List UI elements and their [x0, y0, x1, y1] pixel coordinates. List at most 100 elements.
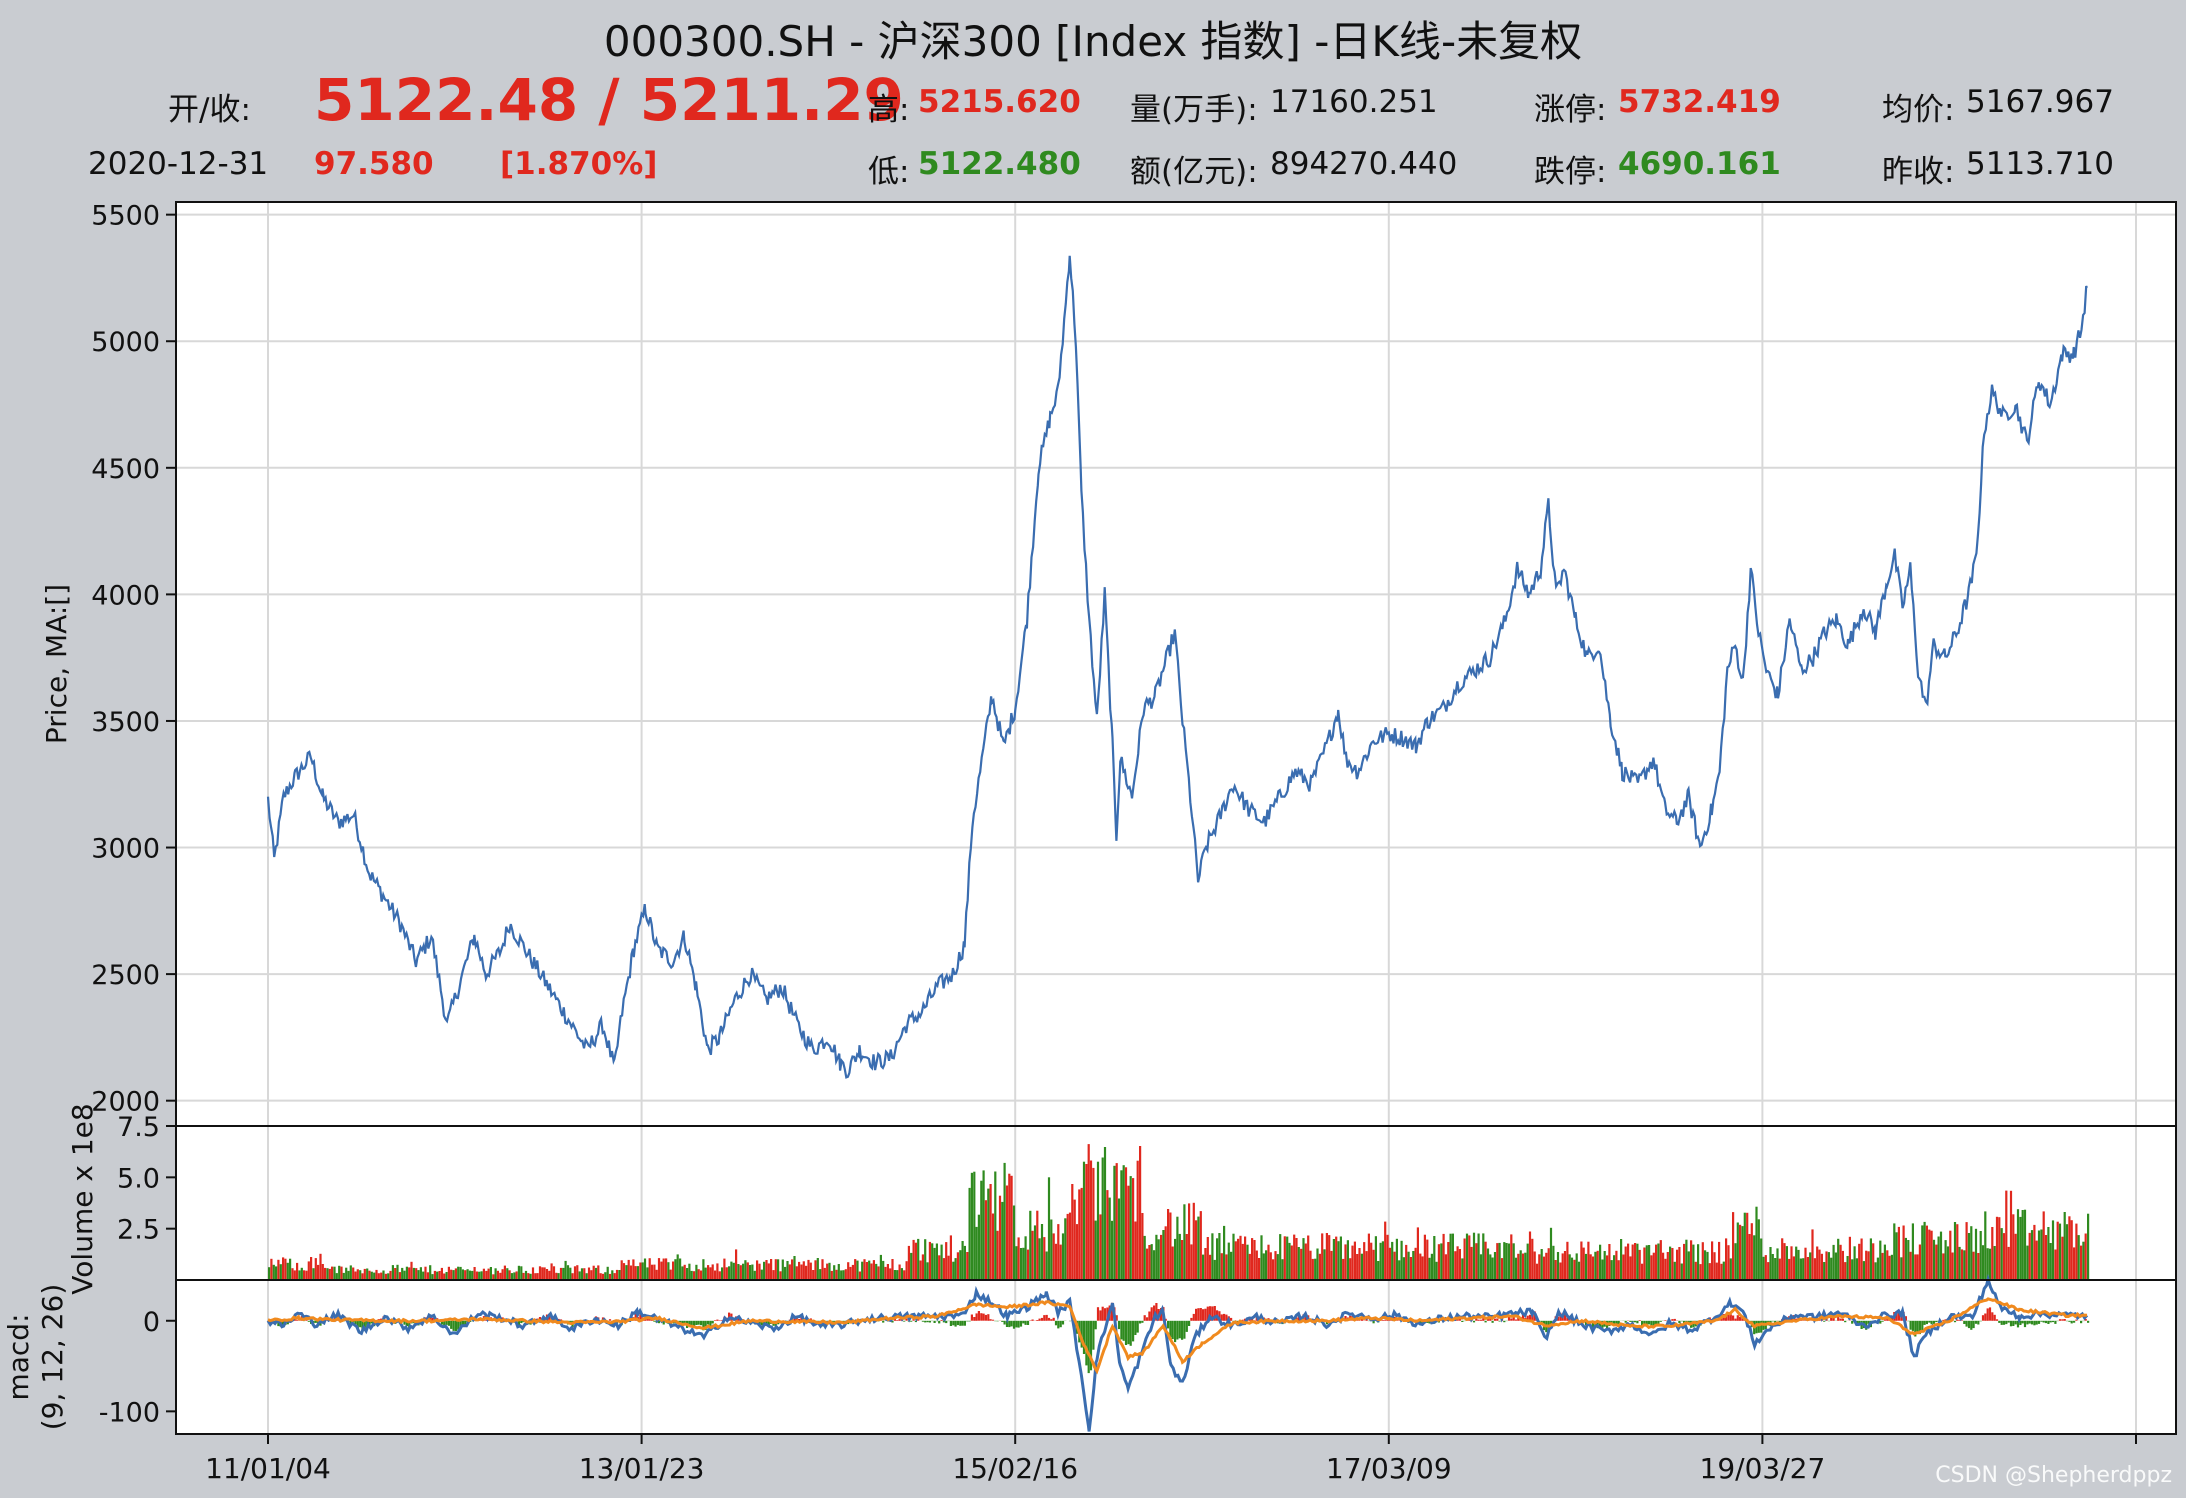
volume-bar	[1454, 1251, 1457, 1280]
macd-hist-bar	[405, 1320, 408, 1327]
volume-bar	[1449, 1233, 1452, 1280]
volume-bar	[1307, 1235, 1310, 1280]
volume-bar	[487, 1268, 490, 1280]
volume-bar	[1244, 1236, 1247, 1280]
volume-bar	[749, 1265, 752, 1280]
xtick-label-4: 19/03/27	[1700, 1452, 1826, 1485]
volume-bar	[987, 1188, 990, 1280]
volume-bar	[1986, 1248, 1989, 1280]
volume-bar	[681, 1266, 684, 1280]
volume-bar	[1379, 1242, 1382, 1280]
macd-hist-bar	[1127, 1320, 1130, 1345]
volume-bar	[1977, 1253, 1980, 1280]
volume-bar	[1274, 1251, 1277, 1280]
macd-hist-bar	[307, 1320, 310, 1322]
volume-bar	[2082, 1241, 2085, 1280]
volume-bar	[1010, 1175, 1013, 1280]
macd-hist-bar	[1977, 1320, 1980, 1325]
volume-bar	[1729, 1258, 1732, 1280]
volume-bar	[447, 1266, 450, 1280]
macd-hist-bar	[1732, 1315, 1735, 1321]
macd-hist-bar	[608, 1319, 612, 1321]
macd-hist-bar	[1563, 1311, 1567, 1321]
volume-bar	[1841, 1250, 1844, 1280]
volume-bar	[303, 1270, 306, 1280]
macd-hist-bar	[956, 1320, 959, 1326]
volume-bar	[1699, 1264, 1702, 1280]
macd-hist-bar	[2087, 1320, 2090, 1323]
macd-hist-bar	[690, 1320, 693, 1327]
volume-bar	[788, 1264, 791, 1280]
volume-bar	[1433, 1236, 1436, 1280]
volume-bar	[398, 1272, 401, 1280]
volume-bar	[1402, 1257, 1405, 1280]
macd-hist-bar	[1080, 1320, 1083, 1348]
avg-price-label: 均价:	[1882, 92, 1955, 128]
macd-hist-bar	[447, 1320, 450, 1326]
limit-up-value: 5732.419	[1618, 84, 1781, 120]
macd-hist-bar	[639, 1314, 642, 1321]
macd-hist-bar	[1965, 1320, 1968, 1327]
volume-bar	[793, 1256, 796, 1280]
volume-bar	[1440, 1243, 1443, 1280]
macd-hist-bar	[1082, 1320, 1086, 1354]
macd-hist-bar	[1909, 1320, 1912, 1330]
price-ytick-5500-label: 5500	[91, 201, 160, 232]
volume-bar	[1655, 1244, 1658, 1280]
macd-hist-bar	[1171, 1320, 1174, 1340]
volume-bar	[419, 1267, 422, 1280]
volume-bar	[2028, 1232, 2031, 1280]
macd-hist-bar	[891, 1320, 894, 1323]
volume-bar	[1631, 1244, 1634, 1280]
volume-bar	[877, 1266, 880, 1280]
volume-bar	[1213, 1259, 1216, 1280]
volume-bar	[1613, 1255, 1616, 1280]
volume-bar	[1050, 1219, 1053, 1280]
volume-bar	[1153, 1250, 1156, 1280]
volume-bar	[695, 1264, 698, 1280]
macd-hist-bar	[1521, 1314, 1525, 1321]
macd-hist-bar	[1024, 1320, 1027, 1325]
macd-hist-bar	[1881, 1320, 1884, 1322]
macd-hist-bar	[1398, 1320, 1401, 1321]
price-ytick-5000-label: 5000	[91, 327, 160, 358]
macd-hist-bar	[961, 1320, 964, 1326]
volume-bar	[1510, 1234, 1513, 1280]
volume-bar	[807, 1259, 810, 1280]
volume-bar	[2002, 1233, 2006, 1280]
macd-hist-bar	[882, 1320, 885, 1323]
volume-bar	[569, 1267, 572, 1280]
volume-bar	[1764, 1255, 1767, 1280]
macd-hist-bar	[1005, 1320, 1009, 1327]
volume-bar	[1694, 1261, 1697, 1280]
volume-bar	[1820, 1253, 1823, 1280]
volume-bar	[594, 1267, 598, 1280]
volume-bar	[945, 1242, 948, 1280]
macd-hist-bar	[942, 1320, 945, 1323]
volume-bar	[1472, 1232, 1476, 1280]
volume-bar	[352, 1267, 355, 1280]
volume-bar	[1281, 1259, 1284, 1280]
volume-bar	[1979, 1231, 1982, 1280]
volume-bar	[1024, 1236, 1027, 1280]
volume-bar	[730, 1261, 733, 1280]
macd-hist-bar	[1972, 1320, 1975, 1329]
macd-hist-bar	[1496, 1318, 1499, 1321]
volume-bar	[359, 1270, 362, 1280]
volume-bar	[1608, 1244, 1611, 1280]
volume-bar	[1883, 1244, 1886, 1280]
macd-hist-bar	[2047, 1320, 2050, 1324]
macd-hist-bar	[1230, 1317, 1233, 1321]
macd-hist-bar	[1134, 1320, 1137, 1335]
macd-hist-bar	[933, 1320, 936, 1323]
macd-hist-bar	[1517, 1317, 1520, 1321]
volume-bar	[1332, 1239, 1335, 1280]
change-pct-value: [1.870%]	[500, 146, 658, 182]
macd-hist-bar	[2037, 1320, 2041, 1324]
volume-bar	[1225, 1254, 1228, 1280]
volume-bar	[641, 1262, 644, 1280]
open-close-label: 开/收:	[168, 92, 251, 128]
volume-bar	[802, 1261, 805, 1280]
volume-bar	[272, 1264, 275, 1280]
volume-value: 17160.251	[1270, 84, 1438, 120]
